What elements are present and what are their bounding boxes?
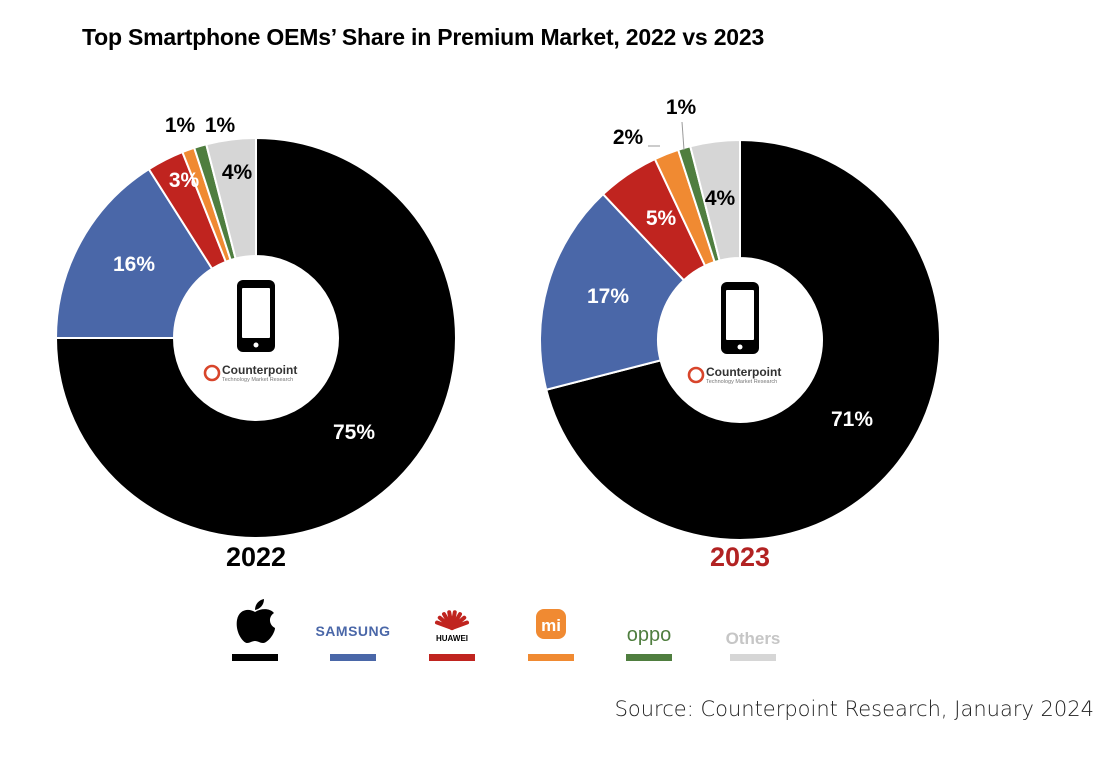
- legend-item-xiaomi: mi: [528, 609, 574, 661]
- legend-item-others: Others: [726, 629, 781, 661]
- counterpoint-logo-text: Counterpoint: [222, 363, 297, 377]
- chart-title: Top Smartphone OEMs’ Share in Premium Ma…: [82, 24, 765, 50]
- data-label-2022-others: 4%: [222, 161, 253, 184]
- year-label-2023: 2023: [710, 542, 770, 572]
- legend-swatch-oppo: [626, 654, 672, 661]
- year-label-2022: 2022: [226, 542, 286, 572]
- legend-item-apple: [232, 599, 278, 661]
- legend-label-samsung: SAMSUNG: [315, 623, 390, 639]
- data-label-2023-xiaomi: 2%: [613, 126, 644, 149]
- legend-swatch-xiaomi: [528, 654, 574, 661]
- legend-item-samsung: SAMSUNG: [315, 623, 390, 661]
- data-label-2022-apple: 75%: [333, 421, 375, 444]
- data-label-2022-huawei: 3%: [169, 169, 200, 192]
- slice-2023-others: [689, 138, 741, 262]
- slice-2022-others: [205, 136, 257, 260]
- smartphone-icon: [237, 280, 275, 352]
- source-note: Source: Counterpoint Research, January 2…: [614, 697, 1094, 721]
- data-label-2022-oppo: 1%: [205, 114, 236, 137]
- data-label-2022-samsung: 16%: [113, 253, 155, 276]
- legend-item-oppo: oppo: [626, 624, 672, 661]
- apple-logo-icon: [236, 599, 275, 643]
- slice-2023-apple: [545, 138, 941, 541]
- legend-item-huawei: HUAWEI: [429, 610, 475, 661]
- data-label-2023-others: 4%: [705, 187, 736, 210]
- legend-swatch-others: [730, 654, 776, 661]
- smartphone-icon: [721, 282, 759, 354]
- data-label-2023-apple: 71%: [831, 408, 873, 431]
- leader-line-2023-oppo: [681, 121, 685, 151]
- huawei-logo-icon: [434, 610, 470, 630]
- counterpoint-logo-tagline: Technology Market Research: [706, 379, 777, 385]
- counterpoint-logo-text: Counterpoint: [706, 365, 781, 379]
- counterpoint-logo-tagline: Technology Market Research: [222, 377, 293, 383]
- data-label-2022-xiaomi: 1%: [165, 114, 196, 137]
- legend-label-huawei: HUAWEI: [436, 634, 468, 643]
- legend-label-oppo: oppo: [627, 624, 672, 646]
- slice-2022-apple: [54, 136, 457, 539]
- xiaomi-logo-icon: mi: [536, 609, 566, 639]
- counterpoint-logo-icon: [203, 364, 221, 382]
- counterpoint-logo-icon: [687, 366, 705, 384]
- legend-label-others: Others: [726, 629, 781, 648]
- legend-label-xiaomi: mi: [541, 616, 561, 635]
- legend-swatch-samsung: [330, 654, 376, 661]
- legend: SAMSUNG HUAWEI mi oppo Others: [232, 599, 780, 661]
- legend-swatch-apple: [232, 654, 278, 661]
- data-label-2023-oppo: 1%: [666, 96, 697, 119]
- slice-2022-samsung: [54, 167, 214, 339]
- data-label-2023-samsung: 17%: [587, 285, 629, 308]
- legend-swatch-huawei: [429, 654, 475, 661]
- data-label-2023-huawei: 5%: [646, 207, 677, 230]
